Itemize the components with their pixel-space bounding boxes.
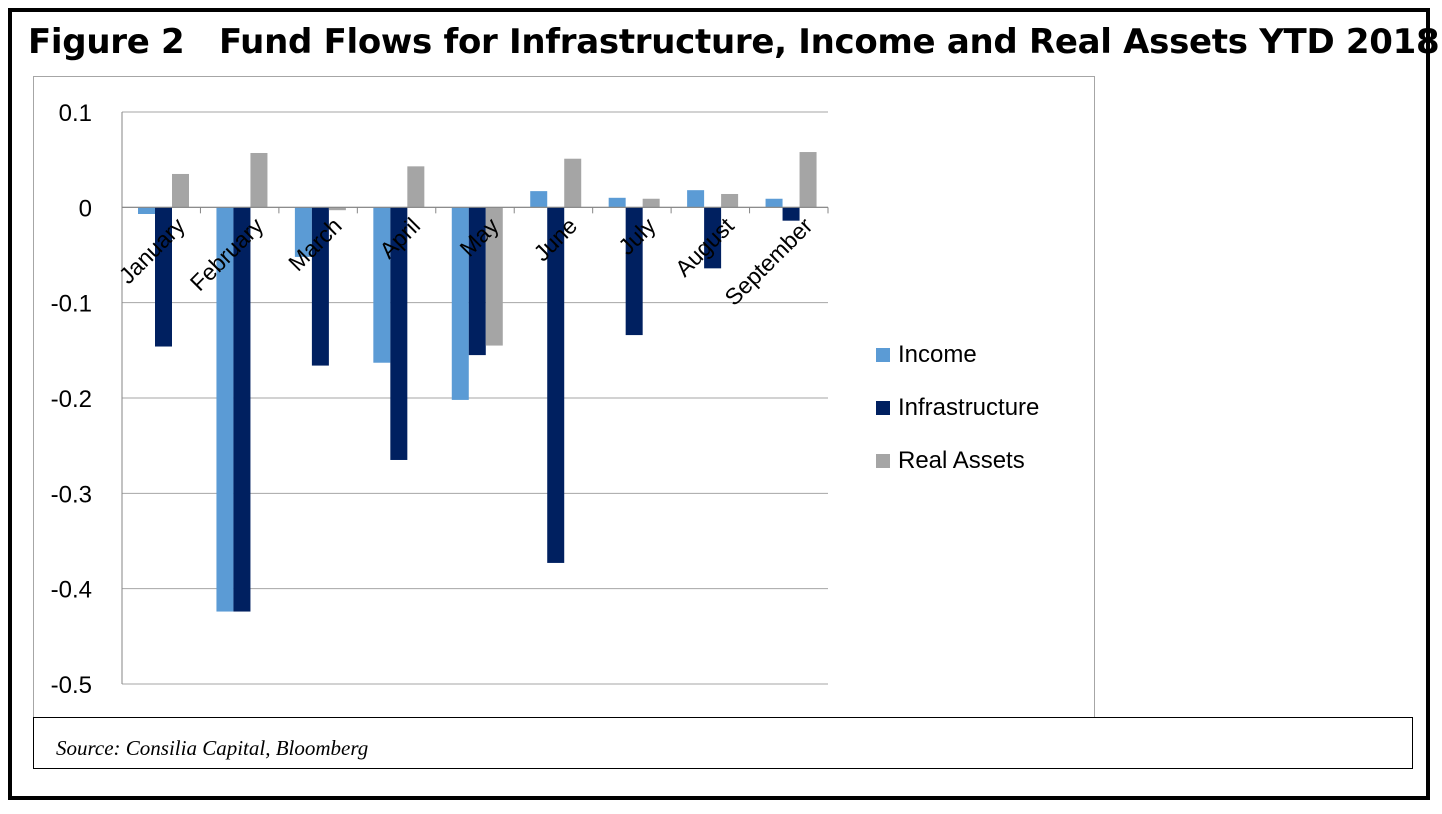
bar-real-assets: [328, 207, 346, 211]
bar-income: [530, 191, 548, 208]
legend-item-income: Income: [876, 328, 1039, 381]
bar-infrastructure: [233, 207, 251, 612]
bar-infrastructure: [468, 207, 486, 356]
y-tick-label: 0.1: [59, 100, 92, 127]
legend-item-infrastructure: Infrastructure: [876, 381, 1039, 434]
legend-item-real-assets: Real Assets: [876, 434, 1039, 487]
bar-real-assets: [721, 193, 739, 208]
bar-income: [216, 207, 234, 612]
bar-infrastructure: [625, 207, 643, 336]
bar-infrastructure: [782, 207, 800, 221]
bar-income: [608, 197, 626, 208]
bar-income: [451, 207, 469, 400]
legend-swatch-income: [876, 347, 890, 362]
y-tick-label: 0: [79, 195, 92, 222]
y-tick-label: -0.5: [51, 672, 92, 699]
legend-label-real-assets: Real Assets: [898, 446, 1025, 474]
bar-infrastructure: [155, 207, 172, 347]
bar-real-assets: [250, 152, 268, 208]
source-box: Source: Consilia Capital, Bloomberg: [33, 717, 1413, 769]
bar-income: [687, 190, 705, 208]
bar-real-assets: [172, 173, 189, 208]
y-tick-label: -0.1: [51, 291, 92, 318]
y-tick-label: -0.3: [51, 481, 92, 508]
bar-real-assets: [564, 158, 582, 208]
source-note: Source: Consilia Capital, Bloomberg: [56, 736, 369, 760]
bar-infrastructure: [547, 207, 565, 563]
legend-swatch-infrastructure: [876, 400, 890, 415]
bar-real-assets: [642, 198, 660, 208]
figure-title: Figure 2 Fund Flows for Infrastructure, …: [28, 22, 1440, 62]
y-tick-label: -0.2: [51, 386, 92, 413]
legend-label-infrastructure: Infrastructure: [898, 393, 1040, 421]
bar-income: [373, 207, 391, 363]
bar-infrastructure: [390, 207, 408, 460]
bar-real-assets: [799, 152, 817, 208]
chart-legend: Income Infrastructure Real Assets: [876, 328, 1039, 487]
y-tick-label: -0.4: [51, 577, 92, 604]
x-tick-label: July: [613, 212, 661, 260]
x-tick-label: January: [114, 212, 191, 289]
bar-real-assets: [407, 166, 425, 208]
legend-label-income: Income: [898, 340, 977, 368]
bar-infrastructure: [704, 207, 722, 269]
bar-infrastructure: [311, 207, 329, 366]
chart-area: 0.1 0 -0.1 -0.2 -0.3 -0.4 -0.5 January February M…: [33, 76, 1095, 718]
bar-income: [138, 207, 155, 215]
bar-income: [294, 207, 312, 257]
bar-real-assets: [485, 207, 503, 346]
legend-swatch-real-assets: [876, 453, 890, 468]
bar-income: [765, 198, 783, 208]
